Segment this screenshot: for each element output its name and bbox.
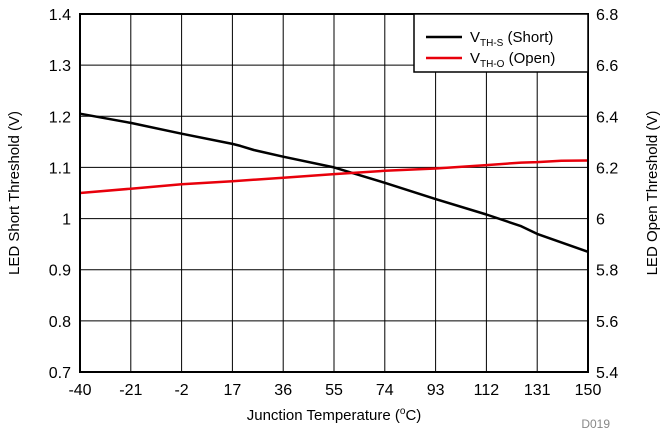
x-tick-label: -21 [119, 382, 142, 399]
legend-label-open-subscript: TH-O [480, 59, 505, 70]
x-tick-label: -40 [68, 382, 91, 399]
x-tick-label: 55 [325, 382, 343, 399]
legend-label-open-suffix: (Open) [504, 50, 555, 67]
y-right-tick-label: 6 [596, 212, 605, 229]
y-right-tick-label: 6.6 [596, 58, 618, 75]
y-left-tick-label: 1.1 [49, 160, 71, 177]
y-left-tick-label: 1 [62, 212, 71, 229]
x-axis-title-superscript: o [400, 406, 406, 417]
x-tick-label: 74 [376, 382, 394, 399]
plot-frame [79, 13, 589, 373]
y-left-tick-label: 1.4 [49, 7, 71, 24]
x-tick-label: 36 [274, 382, 292, 399]
series-line-open [79, 159, 589, 195]
legend-label-open: VTH-O (Open) [470, 50, 555, 70]
y-right-tick-label: 5.4 [596, 365, 618, 382]
y-left-tick-label: 0.7 [49, 365, 71, 382]
y-right-tick-labels: 5.4 5.6 5.8 6 6.2 6.4 6.6 6.8 [596, 7, 618, 382]
x-tick-label: 150 [575, 382, 602, 399]
y-left-tick-label: 1.3 [49, 58, 71, 75]
series-line-short [79, 112, 589, 253]
y-left-tick-label: 1.2 [49, 109, 71, 126]
y-right-tick-label: 5.6 [596, 314, 618, 331]
y-right-tick-label: 6.2 [596, 160, 618, 177]
x-tick-label: 112 [474, 382, 500, 399]
legend-label-short-suffix: (Short) [503, 29, 553, 46]
x-tick-label: -2 [174, 382, 188, 399]
series-lines [79, 112, 589, 253]
legend-label-short-subscript: TH-S [480, 38, 504, 49]
y-right-tick-label: 6.8 [596, 7, 618, 24]
legend-box [413, 13, 589, 73]
legend-label-short: VTH-S (Short) [470, 29, 553, 49]
y-left-tick-label: 0.8 [49, 314, 71, 331]
y-left-tick-labels: 0.7 0.8 0.9 1 1.1 1.2 1.3 1.4 [49, 7, 71, 382]
x-tick-labels: -40 -21 -2 17 36 55 74 93 112 131 150 [68, 382, 601, 399]
x-axis-title-end: C) [405, 407, 421, 424]
y-right-axis-title: LED Open Threshold (V) [644, 111, 661, 276]
figure-id: D019 [581, 417, 610, 431]
y-right-tick-label: 6.4 [596, 109, 618, 126]
y-right-tick-label: 5.8 [596, 263, 618, 280]
y-left-axis-title: LED Short Threshold (V) [6, 111, 23, 275]
legend: VTH-S (Short) VTH-O (Open) [413, 13, 589, 73]
x-tick-label: 17 [224, 382, 242, 399]
y-left-tick-label: 0.9 [49, 263, 71, 280]
x-tick-label: 131 [524, 382, 551, 399]
x-tick-label: 93 [427, 382, 445, 399]
x-axis-title: Junction Temperature (oC) [247, 406, 422, 424]
